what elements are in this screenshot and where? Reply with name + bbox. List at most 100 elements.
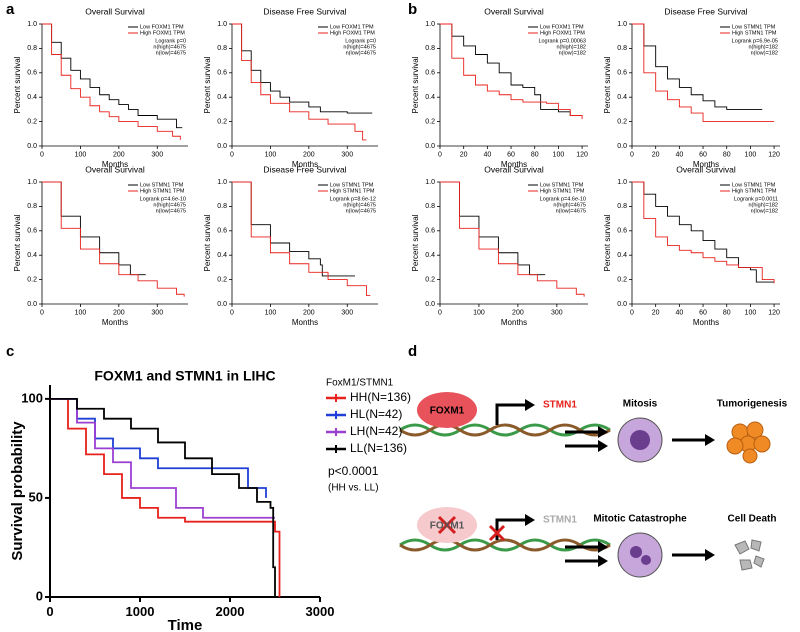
legend-label: Low STMN1 TPM: [540, 182, 584, 188]
x-tick-label: 20: [652, 151, 660, 158]
legend-label: High FOXM1 TPM: [540, 30, 585, 36]
y-tick-label: 1.0: [425, 179, 435, 186]
x-tick-label: 0: [630, 309, 634, 316]
y-axis-label: Percent survival: [13, 214, 22, 271]
legend-label: Low FOXM1 TPM: [540, 24, 584, 30]
annotation: n(low)=182: [559, 50, 586, 56]
x-tick-label: 0: [40, 309, 44, 316]
y-tick-label: 0.8: [425, 45, 435, 52]
tumor: [726, 421, 771, 464]
y-axis-label: Percent survival: [203, 214, 212, 271]
x-tick-label: 20: [460, 151, 468, 158]
x-tick-label: 300: [151, 151, 163, 158]
gene-label: FOXM1: [430, 406, 465, 417]
y-tick-label: 0.4: [425, 252, 435, 259]
arrow: [565, 430, 705, 563]
y-tick-label: 0.0: [617, 143, 627, 150]
x-tick-label: 0: [438, 151, 442, 158]
y-tick-label: 0.8: [27, 203, 37, 210]
legend-label: Low STMN1 TPM: [732, 24, 776, 30]
x-tick-label: 200: [113, 309, 125, 316]
y-tick-label: 0.0: [27, 143, 37, 150]
dna: [399, 423, 611, 437]
survival-curve: [232, 23, 367, 141]
chart-title: Overall Survival: [85, 164, 145, 174]
annotation: Logrank p=0: [345, 38, 376, 44]
y-axis-label: Survival probability: [9, 421, 26, 561]
chart-title: Overall Survival: [676, 164, 736, 174]
annotation: n(low)=182: [751, 50, 778, 56]
x-axis-label: Months: [102, 160, 128, 169]
x-tick-label: 200: [303, 309, 315, 316]
stage-label: Mitotic Catastrophe: [593, 514, 687, 525]
y-tick-label: 0.6: [425, 228, 435, 235]
survival-curve: [440, 181, 585, 297]
y-tick-label: 0.0: [617, 301, 627, 308]
foxm1-blob: [417, 392, 477, 428]
x-tick-label: 0: [438, 309, 442, 316]
x-tick-label: 0: [230, 151, 234, 158]
legend-label: High STMN1 TPM: [732, 30, 777, 36]
x-tick-label: 300: [551, 309, 563, 316]
y-tick-label: 0.2: [27, 118, 37, 125]
x-axis-label: Months: [102, 318, 128, 327]
annotation: n(high)=182: [748, 44, 778, 50]
annotation: p<0.0001: [328, 464, 379, 478]
x-tick-label: 40: [675, 151, 683, 158]
y-tick-label: 0.4: [617, 94, 627, 101]
survival-curve: [440, 23, 583, 120]
legend-label: LL(N=136): [350, 441, 407, 455]
legend-label: High STMN1 TPM: [140, 188, 185, 194]
legend-label: Low FOXM1 TPM: [140, 24, 184, 30]
y-tick-label: 0.6: [217, 228, 227, 235]
annotation: Logrank p=8.6e-12: [330, 196, 376, 202]
x-tick-label: 100: [265, 309, 277, 316]
annotation: n(high)=4675: [343, 202, 376, 208]
chart-title: FOXM1 and STMN1 in LIHC: [94, 368, 275, 384]
y-axis-label: Percent survival: [13, 56, 22, 113]
x-tick-label: 100: [75, 309, 87, 316]
y-axis-label: Percent survival: [603, 214, 612, 271]
y-axis-label: Percent survival: [411, 56, 420, 113]
arrow: [525, 399, 535, 411]
x-tick-label: 0: [40, 151, 44, 158]
x-tick-label: 100: [265, 151, 277, 158]
y-tick-label: 0.0: [425, 301, 435, 308]
y-tick-label: 0.8: [425, 203, 435, 210]
y-axis-label: Percent survival: [411, 214, 420, 271]
chart-title: Overall Survival: [85, 6, 145, 16]
x-tick-label: 0: [230, 309, 234, 316]
annotation: Logrank p=4.6e-10: [140, 196, 186, 202]
cell: [641, 555, 651, 565]
x-tick-label: 300: [341, 309, 353, 316]
y-tick-label: 1.0: [617, 21, 627, 28]
stage-label: Mitosis: [623, 399, 658, 410]
x-tick-label: 100: [745, 309, 757, 316]
x-tick-label: 3000: [306, 604, 335, 619]
y-tick-label: 1.0: [27, 179, 37, 186]
cell: [630, 546, 642, 558]
y-tick-label: 50: [29, 489, 43, 504]
x-tick-label: 0: [46, 604, 53, 619]
x-axis-label: Months: [693, 318, 719, 327]
y-tick-label: 0.6: [617, 70, 627, 77]
cross: [488, 524, 506, 542]
arrow: [495, 403, 525, 425]
y-tick-label: 0: [36, 588, 43, 603]
panel-label: c: [6, 343, 14, 360]
x-tick-label: 40: [675, 309, 683, 316]
y-tick-label: 0.2: [617, 118, 627, 125]
x-tick-label: 20: [652, 309, 660, 316]
legend-label: HH(N=136): [350, 390, 411, 404]
annotation: n(low)=4675: [156, 50, 186, 56]
annotation: n(high)=4675: [153, 202, 186, 208]
annotation: (HH vs. LL): [328, 483, 379, 494]
y-tick-label: 1.0: [425, 21, 435, 28]
diagram: FOXM1 STMN1 Mitosis Tumorigenesis FOXM1 …: [399, 392, 788, 578]
legend-label: Low STMN1 TPM: [330, 182, 374, 188]
survival-curve: [232, 23, 373, 114]
y-tick-label: 0.4: [217, 94, 227, 101]
cell: [630, 430, 650, 450]
x-axis-label: Months: [292, 318, 318, 327]
